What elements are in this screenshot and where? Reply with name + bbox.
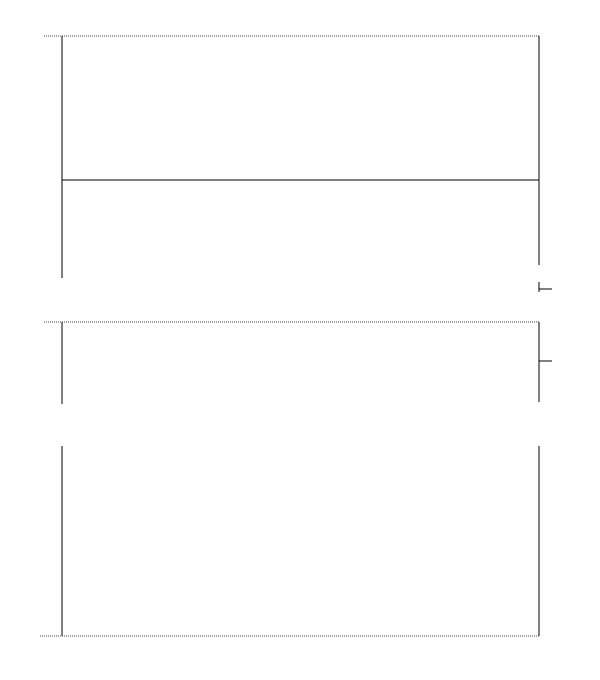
bottom-panel xyxy=(40,446,540,637)
middle-panel xyxy=(44,321,552,404)
top-panel xyxy=(44,35,552,292)
